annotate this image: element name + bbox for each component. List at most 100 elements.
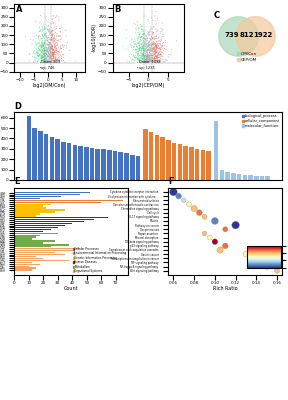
Point: [154, 43, 158, 49]
Point: [137, 47, 142, 54]
Point: [47, 48, 52, 54]
Bar: [32, 128, 37, 180]
Point: [51, 38, 56, 45]
Point: [147, 39, 152, 45]
Point: [148, 55, 153, 62]
Point: [152, 59, 156, 66]
Point: [61, 52, 65, 58]
Point: [145, 54, 149, 61]
Point: [126, 47, 130, 53]
Point: [136, 30, 140, 36]
Point: [51, 56, 56, 62]
Point: [147, 54, 152, 60]
Point: [45, 52, 50, 59]
Point: [202, 230, 207, 237]
Point: [43, 58, 48, 65]
Point: [145, 58, 150, 64]
Point: [37, 20, 42, 26]
Point: [44, 40, 48, 46]
Point: [141, 51, 146, 58]
Point: [147, 49, 152, 56]
Point: [36, 56, 41, 62]
Point: [50, 52, 55, 58]
Point: [37, 43, 41, 50]
Point: [136, 39, 140, 46]
Point: [149, 34, 154, 40]
Point: [143, 47, 148, 53]
Point: [50, 27, 55, 34]
Point: [157, 57, 162, 63]
Point: [141, 52, 145, 58]
Point: [149, 47, 154, 54]
Point: [48, 59, 53, 66]
Point: [50, 43, 54, 50]
Point: [137, 42, 141, 49]
Point: [49, 46, 53, 52]
Legend: Down: 803, up: 746: Down: 803, up: 746: [39, 60, 61, 70]
Point: [40, 56, 45, 63]
Point: [137, 52, 142, 59]
Bar: [14, 208, 46, 209]
Point: [146, 54, 151, 60]
Point: [50, 59, 54, 66]
Point: [57, 57, 61, 63]
Point: [39, 44, 44, 50]
Bar: [67, 143, 71, 180]
Point: [43, 55, 48, 61]
Point: [154, 43, 159, 49]
Point: [42, 48, 46, 54]
Point: [48, 54, 52, 60]
Point: [34, 42, 39, 48]
Point: [41, 59, 46, 65]
Point: [158, 58, 162, 64]
Point: [30, 41, 34, 48]
Point: [154, 48, 158, 54]
Point: [49, 34, 54, 41]
Point: [138, 47, 143, 53]
Point: [159, 38, 164, 44]
Point: [45, 54, 50, 60]
Point: [56, 57, 61, 64]
Point: [47, 57, 52, 63]
Bar: [195, 149, 199, 180]
Point: [155, 55, 160, 61]
Point: [143, 38, 147, 44]
Point: [159, 42, 163, 49]
Point: [45, 47, 50, 53]
Point: [128, 41, 133, 48]
Point: [146, 29, 151, 35]
Point: [50, 51, 54, 57]
Point: [275, 268, 279, 274]
Point: [58, 36, 63, 43]
Point: [45, 52, 50, 58]
Point: [39, 42, 44, 49]
Point: [34, 50, 39, 57]
Point: [143, 46, 147, 52]
Point: [35, 48, 40, 54]
Point: [152, 45, 157, 52]
Point: [151, 46, 156, 52]
Point: [45, 54, 49, 61]
Point: [139, 35, 143, 41]
Point: [154, 52, 158, 58]
Point: [59, 24, 64, 30]
Point: [218, 247, 222, 253]
Point: [144, 53, 149, 60]
Point: [48, 41, 52, 47]
Point: [141, 52, 145, 58]
Point: [137, 33, 141, 40]
Point: [48, 36, 53, 42]
Point: [46, 37, 50, 44]
Point: [155, 44, 160, 50]
Point: [139, 44, 143, 51]
Point: [53, 26, 58, 33]
Bar: [38, 131, 43, 180]
Point: [44, 59, 49, 65]
Point: [152, 34, 157, 40]
Point: [140, 56, 145, 62]
Point: [46, 45, 50, 51]
Point: [151, 40, 156, 47]
Point: [156, 58, 160, 64]
Point: [39, 36, 43, 42]
Point: [149, 42, 153, 48]
